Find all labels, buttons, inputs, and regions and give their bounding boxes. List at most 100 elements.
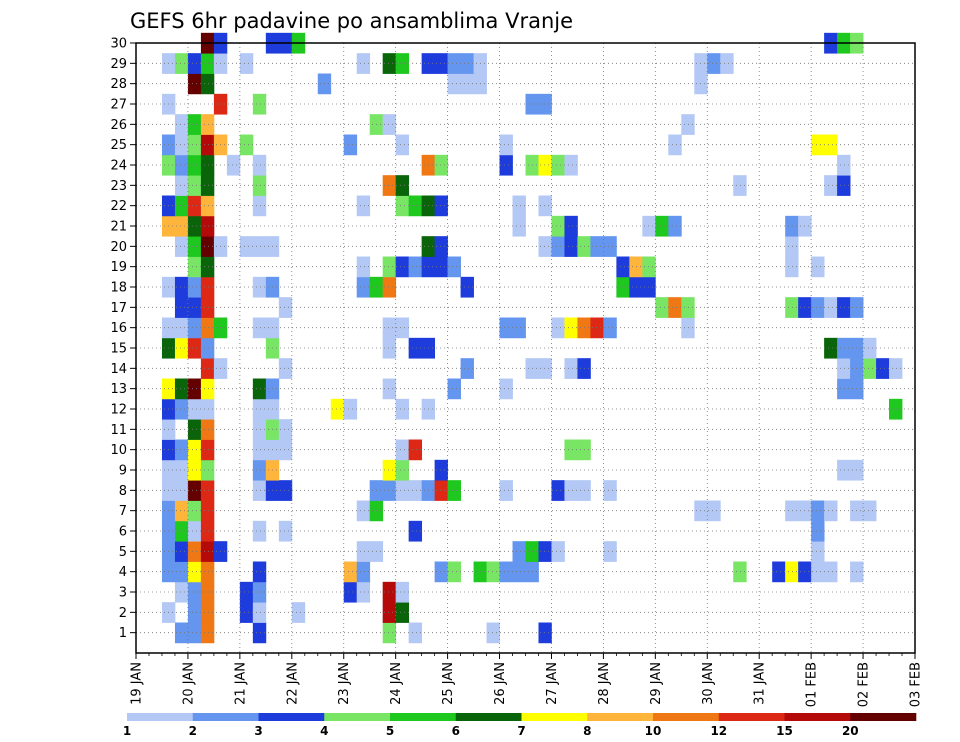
- colorbar-swatch: [192, 713, 259, 721]
- grid-lines: [136, 42, 915, 653]
- heatmap-cell: [200, 53, 215, 74]
- heatmap-cell: [200, 256, 215, 278]
- y-tick-label: 17: [110, 301, 127, 316]
- colorbar-swatch: [850, 713, 917, 721]
- heatmap-cell: [668, 297, 682, 318]
- heatmap-cell: [499, 134, 513, 156]
- heatmap-cell: [824, 175, 838, 196]
- y-tick-label: 19: [110, 260, 127, 275]
- heatmap-cell: [460, 276, 474, 298]
- heatmap-cell: [187, 480, 202, 501]
- heatmap-cell: [811, 520, 825, 542]
- heatmap-cell: [382, 459, 397, 481]
- heatmap-cell: [200, 175, 215, 196]
- heatmap-cell: [395, 398, 410, 420]
- heatmap-cell: [538, 541, 552, 562]
- x-tick-label: 24 JAN: [389, 662, 404, 705]
- y-tick-label: 23: [110, 179, 127, 194]
- heatmap-cell: [811, 561, 825, 583]
- heatmap-cell: [174, 154, 189, 176]
- heatmap-cell: [408, 439, 423, 461]
- heatmap-cell: [889, 398, 903, 420]
- heatmap-cell: [837, 297, 851, 318]
- heatmap-cell: [395, 175, 410, 196]
- heatmap-cell: [239, 602, 254, 623]
- heatmap-cell: [395, 195, 410, 217]
- heatmap-cell: [447, 73, 461, 95]
- heatmap-cell: [174, 581, 189, 603]
- heatmap-cell: [200, 622, 215, 644]
- heatmap-cell: [200, 419, 215, 440]
- heatmap-cell: [772, 561, 786, 583]
- heatmap-cell: [239, 134, 254, 156]
- heatmap-cell: [538, 236, 552, 257]
- heatmap-cell: [200, 459, 215, 481]
- colorbar-swatch: [521, 713, 588, 721]
- heatmap-cell: [395, 439, 410, 461]
- heatmap-cell: [174, 378, 189, 400]
- y-tick-label: 14: [110, 362, 127, 377]
- heatmap-cell: [187, 541, 202, 562]
- y-tick-label: 7: [119, 504, 127, 519]
- y-tick-label: 15: [110, 342, 127, 357]
- heatmap-cell: [356, 195, 371, 217]
- heatmap-cell: [551, 541, 565, 562]
- heatmap-cell: [174, 500, 189, 522]
- x-tick-label: 25 JAN: [441, 662, 456, 705]
- heatmap-cell: [187, 378, 202, 400]
- heatmap-cell: [382, 337, 397, 359]
- y-tick-label: 20: [110, 240, 127, 255]
- heatmap-cell: [239, 236, 254, 257]
- heatmap-cell: [499, 154, 513, 176]
- heatmap-cell: [200, 439, 215, 461]
- heatmap-cell: [174, 398, 189, 420]
- heatmap-cell: [187, 134, 202, 156]
- heatmap-cell: [356, 581, 371, 603]
- heatmap-cell: [252, 622, 267, 644]
- colorbar-swatch: [324, 713, 391, 721]
- heatmap-cell: [187, 520, 202, 542]
- heatmap-cell: [551, 480, 565, 501]
- heatmap-cell: [200, 317, 215, 339]
- y-tick-label: 16: [110, 321, 127, 336]
- heatmap-cell: [187, 581, 202, 603]
- heatmap-cell: [642, 256, 656, 278]
- y-tick-label: 18: [110, 281, 127, 296]
- y-tick-label: 30: [110, 37, 127, 52]
- heatmap-cell: [434, 236, 448, 257]
- heatmap-cell: [252, 378, 267, 400]
- y-tick-label: 22: [110, 199, 127, 214]
- heatmap-cell: [538, 195, 552, 217]
- colorbar-swatch: [587, 713, 654, 721]
- heatmap-cell: [408, 195, 423, 217]
- heatmap-cell: [174, 561, 189, 583]
- y-tick-label: 28: [110, 77, 127, 92]
- y-axis: 1234567891011121314151617181920212223242…: [110, 37, 136, 641]
- heatmap-cell: [187, 398, 202, 420]
- heatmap-cell: [538, 358, 552, 379]
- heatmap-cell: [824, 561, 838, 583]
- y-tick-label: 3: [119, 586, 127, 601]
- heatmap-cell: [512, 317, 526, 339]
- heatmap-cell: [863, 500, 877, 522]
- heatmap-cell: [187, 154, 202, 176]
- heatmap-cell: [187, 602, 202, 623]
- heatmap-cell: [395, 256, 410, 278]
- y-tick-label: 8: [119, 484, 127, 499]
- heatmap-cell: [187, 73, 202, 95]
- heatmap-cell: [252, 439, 267, 461]
- heatmap-cell: [538, 154, 552, 176]
- heatmap-cell: [187, 215, 202, 237]
- colorbar-label: 7: [517, 724, 525, 738]
- x-tick-label: 27 JAN: [545, 662, 560, 705]
- heatmap-cell: [291, 602, 306, 623]
- heatmap-cell: [733, 561, 747, 583]
- colorbar-swatch: [258, 713, 325, 721]
- heatmap-cell: [395, 317, 410, 339]
- heatmap-cell: [174, 215, 189, 237]
- heatmap-cell: [252, 317, 267, 339]
- heatmap-cell: [434, 256, 448, 278]
- colorbar-label: 12: [710, 724, 727, 738]
- heatmap-cell: [252, 459, 267, 481]
- heatmap-cell: [499, 561, 513, 583]
